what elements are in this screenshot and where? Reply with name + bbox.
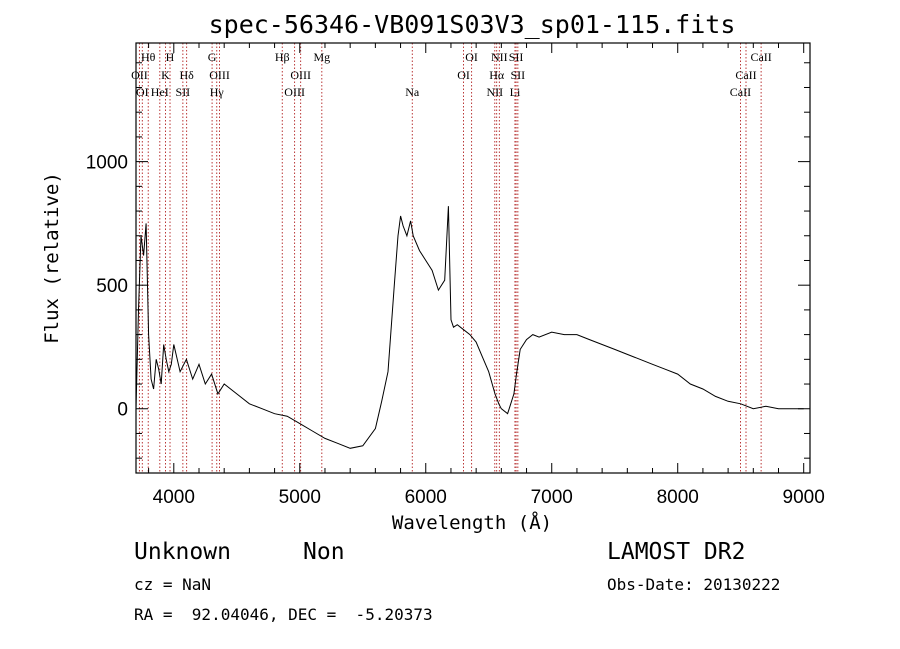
line-label-2: OI	[136, 85, 149, 99]
obs-date-text: Obs-Date: 20130222	[607, 575, 780, 594]
line-label-16: OI	[465, 50, 478, 64]
x-tick-label-5: 9000	[783, 487, 825, 508]
subclass-label: Non	[303, 539, 345, 565]
plot-frame	[135, 42, 811, 474]
line-label-17: OI	[457, 68, 470, 82]
line-label-9: OIII	[209, 68, 230, 82]
y-axis-ticks: 0 500 1000	[86, 62, 810, 459]
line-label-11: Hβ	[275, 50, 290, 64]
line-label-12: OIII	[290, 68, 311, 82]
x-tick-label-3: 7000	[531, 487, 573, 508]
line-label-5: HeI	[151, 85, 169, 99]
line-label-26: CaII	[730, 85, 751, 99]
redshift-text: cz = NaN	[134, 575, 211, 594]
emission-line-markers	[138, 43, 762, 473]
class-label: Unknown	[134, 539, 231, 565]
line-label-22: NII	[486, 85, 503, 99]
line-label-6: Hδ	[179, 68, 194, 82]
line-label-23: Li	[510, 85, 521, 99]
line-label-20: Hα	[489, 68, 505, 82]
line-label-0: Hθ	[141, 50, 156, 64]
line-label-3: H	[166, 50, 175, 64]
coordinates-text: RA = 92.04046, DEC = -5.20373	[134, 605, 433, 624]
y-axis-label: Flux (relative)	[41, 172, 63, 344]
x-tick-label-2: 6000	[405, 487, 447, 508]
x-axis-ticks: 4000 5000 6000 7000 8000 9000	[148, 43, 825, 508]
line-label-10: Hγ	[210, 85, 225, 99]
line-label-18: NII	[491, 50, 508, 64]
line-label-8: G	[208, 50, 217, 64]
survey-label: LAMOST DR2	[607, 539, 745, 565]
y-tick-label-2: 1000	[86, 153, 128, 174]
spectrum-series-line	[135, 206, 804, 449]
line-label-25: CaII	[735, 68, 756, 82]
line-label-19: SII	[509, 50, 524, 64]
x-tick-label-0: 4000	[153, 487, 195, 508]
line-label-7: SII	[176, 85, 191, 99]
line-label-24: CaII	[750, 50, 771, 64]
line-label-1: OII	[131, 68, 148, 82]
x-axis-label: Wavelength (Å)	[392, 511, 552, 534]
y-tick-label-1: 500	[96, 276, 128, 297]
line-label-15: Na	[405, 85, 420, 99]
x-tick-label-1: 5000	[279, 487, 321, 508]
x-tick-label-4: 8000	[657, 487, 699, 508]
line-label-4: K	[161, 68, 170, 82]
line-label-14: Mg	[313, 50, 330, 64]
y-tick-label-0: 0	[117, 400, 128, 421]
emission-line-labels: HθOIIOIHKHeIHδSIIGOIIIHγHβOIIIOIIIMgNaOI…	[131, 50, 772, 99]
line-label-21: SII	[511, 68, 526, 82]
line-label-13: OIII	[284, 85, 305, 99]
chart-title: spec-56346-VB091S03V3_sp01-115.fits	[209, 10, 736, 39]
